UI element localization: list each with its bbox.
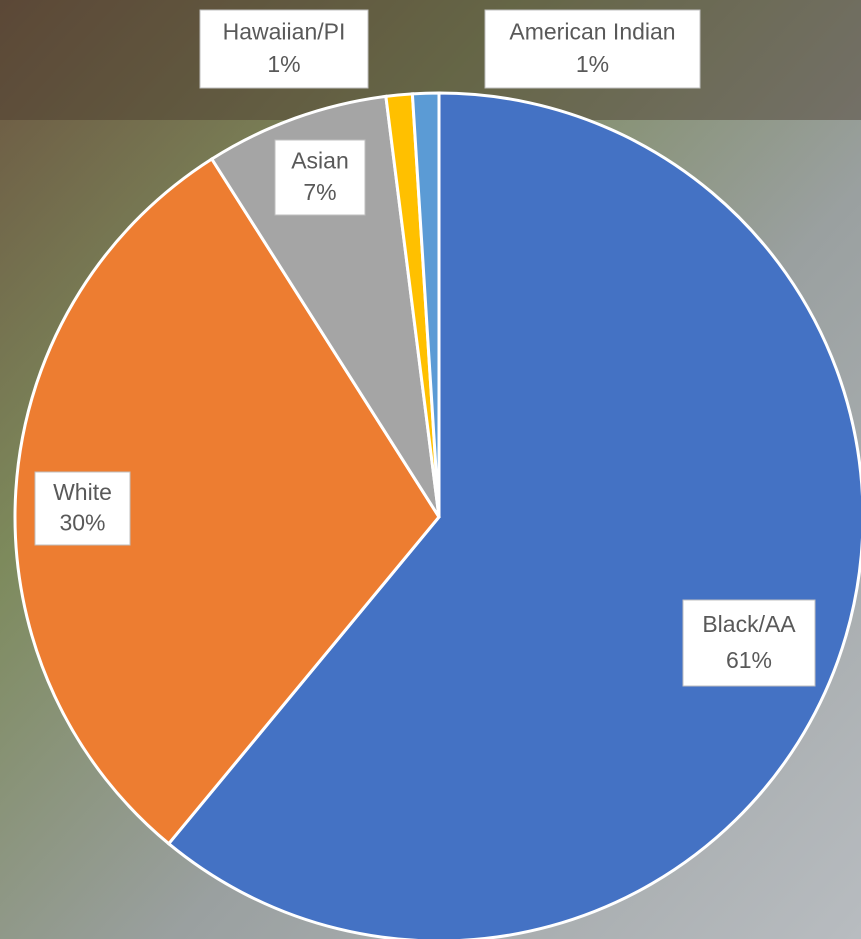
page: Black/AA 61% White 30% Asian 7% Hawaiian/PI 1% A… — [0, 0, 861, 939]
slice-label: Black/AA — [702, 611, 796, 637]
slice-value-label: 1% — [576, 51, 609, 77]
slice-value-label: 7% — [303, 179, 336, 205]
slice-label: White — [53, 479, 112, 505]
slice-value-label: 61% — [726, 647, 772, 673]
slice-label: Hawaiian/PI — [223, 18, 346, 44]
slice-label: American Indian — [509, 18, 675, 44]
slice-value-label: 30% — [59, 510, 105, 536]
slice-label: Asian — [291, 148, 349, 174]
chart: Black/AA 61% White 30% Asian 7% Hawaiian/PI 1% A… — [0, 0, 861, 939]
slice-value-label: 1% — [267, 51, 300, 77]
